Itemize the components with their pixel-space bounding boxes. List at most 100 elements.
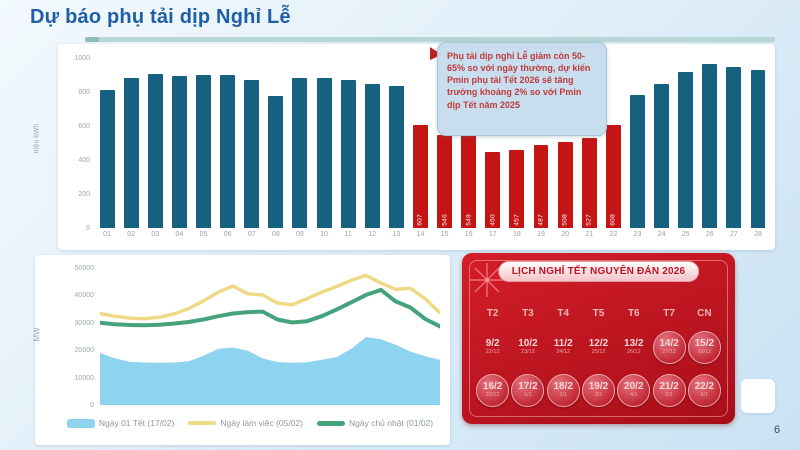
bar-day-09 bbox=[292, 78, 308, 228]
lunar-date: 1/1 bbox=[524, 392, 532, 399]
lunar-date: 23/12 bbox=[521, 349, 535, 356]
bar-x-tick-label: 13 bbox=[392, 231, 401, 238]
solar-date: 13/2 bbox=[624, 338, 644, 350]
bar-x-tick-label: 11 bbox=[344, 231, 352, 238]
legend-swatch-icon bbox=[317, 420, 345, 426]
calendar-holiday-date: 19/2 3/1 bbox=[581, 373, 615, 407]
bar-slot: 450 bbox=[481, 58, 505, 228]
lunar-date: 6/1 bbox=[700, 392, 709, 399]
lunar-date: 24/12 bbox=[556, 349, 571, 356]
y-tick-label: 600 bbox=[78, 123, 90, 130]
bar-value-label: 607 bbox=[416, 214, 424, 226]
bar-x-tick-label: 10 bbox=[320, 231, 328, 238]
calendar-title: LỊCH NGHỈ TẾT NGUYÊN ĐÁN 2026 bbox=[497, 261, 700, 282]
calendar-cell: 15/2 28/12 bbox=[687, 327, 722, 367]
bar-slot: 607 bbox=[408, 58, 432, 228]
bar-slot: 546 bbox=[433, 58, 457, 228]
bar-day-16: 549 bbox=[461, 134, 477, 228]
bar-day-07 bbox=[244, 80, 260, 228]
line-chart-legend: Ngày 01 Tết (17/02) Ngày làm việc (05/02)… bbox=[55, 418, 445, 428]
calendar-holiday-date: 14/2 27/12 bbox=[652, 330, 686, 364]
bar-x-tick-label: 21 bbox=[585, 231, 594, 238]
bar-slot: 549 bbox=[457, 58, 481, 228]
calendar-cell: 22/2 6/1 bbox=[687, 370, 722, 410]
bar-day-08 bbox=[268, 96, 284, 228]
bar-slot: 508 bbox=[553, 58, 577, 228]
line-chart-y-ticks: 0 10000 20000 30000 40000 50000 bbox=[52, 265, 94, 409]
bar-chart-y-axis-label: triệu kWh bbox=[33, 123, 41, 154]
solar-date: 11/2 bbox=[553, 338, 573, 350]
bar-chart-y-ticks: 0 200 400 600 800 1000 bbox=[60, 55, 90, 232]
calendar-cell: 9/2 22/12 bbox=[475, 327, 510, 367]
title-underline bbox=[85, 37, 775, 42]
bar-day-17: 450 bbox=[485, 151, 501, 228]
solar-date: 18/2 bbox=[553, 381, 573, 393]
bar-x-tick-label: 18 bbox=[513, 231, 521, 238]
bar-x-tick-label: 01 bbox=[103, 231, 111, 238]
bar-day-20: 508 bbox=[557, 141, 573, 228]
bar-slot bbox=[650, 58, 674, 228]
fireworks-icon bbox=[470, 263, 504, 297]
bar-slot bbox=[625, 58, 649, 228]
bar-slot bbox=[95, 58, 119, 228]
calendar-weekday: CN bbox=[697, 308, 712, 319]
bar-x-tick-label: 27 bbox=[730, 231, 738, 238]
bar-slot: 487 bbox=[529, 58, 553, 228]
solar-date: 15/2 bbox=[694, 338, 715, 350]
legend-swatch-icon bbox=[188, 421, 217, 425]
calendar-holiday-date: 21/2 5/1 bbox=[652, 373, 686, 407]
bar-day-01 bbox=[99, 89, 115, 228]
y-tick-label: 40000 bbox=[74, 292, 94, 300]
calendar-date: 12/2 25/12 bbox=[582, 331, 615, 364]
solar-date: 14/2 bbox=[659, 338, 679, 350]
series-0 bbox=[100, 337, 440, 405]
calendar-weekday: T5 bbox=[592, 308, 605, 319]
solar-date: 10/2 bbox=[518, 338, 538, 350]
legend-item-1: Ngày làm việc (05/02) bbox=[188, 418, 303, 428]
bar-value-label: 487 bbox=[537, 214, 545, 226]
y-tick-label: 200 bbox=[78, 191, 90, 198]
calendar-weekday: T2 bbox=[486, 308, 499, 319]
bar-plot: 607 546 549 450 457 487 508 527 608 bbox=[95, 58, 770, 228]
calendar-weekday: T4 bbox=[557, 308, 570, 319]
lunar-date: 26/12 bbox=[626, 349, 641, 356]
bar-x-tick-label: 14 bbox=[416, 231, 425, 238]
calendar-cell: 18/2 2/1 bbox=[546, 370, 581, 410]
solar-date: 17/2 bbox=[518, 381, 538, 393]
solar-date: 21/2 bbox=[659, 381, 679, 393]
series-1 bbox=[100, 273, 440, 321]
bar-x-tick-label: 04 bbox=[175, 231, 184, 238]
bar-value-label: 527 bbox=[585, 214, 593, 226]
bar-day-19: 487 bbox=[533, 145, 549, 228]
solar-date: 16/2 bbox=[482, 381, 503, 393]
lunar-date: 27/12 bbox=[662, 349, 676, 356]
bar-slot bbox=[264, 58, 288, 228]
calendar-cell: 21/2 5/1 bbox=[651, 370, 686, 410]
calendar-cell: 19/2 3/1 bbox=[581, 370, 616, 410]
bar-slot bbox=[360, 58, 384, 228]
bar-value-label: 450 bbox=[489, 214, 497, 226]
y-tick-label: 1000 bbox=[74, 55, 90, 62]
solar-date: 12/2 bbox=[588, 338, 609, 350]
calendar-holiday-date: 22/2 6/1 bbox=[687, 373, 721, 407]
bar-slot bbox=[143, 58, 167, 228]
bar-x-tick-label: 05 bbox=[199, 231, 208, 238]
lunar-date: 5/1 bbox=[665, 392, 673, 399]
bar-slot bbox=[336, 58, 360, 228]
bar-x-tick-label: 12 bbox=[368, 231, 377, 238]
bar-x-tick-label: 07 bbox=[247, 231, 256, 238]
legend-label: Ngày 01 Tết (17/02) bbox=[98, 418, 175, 428]
bar-day-04 bbox=[171, 76, 187, 228]
solar-date: 22/2 bbox=[694, 381, 715, 393]
calendar-row-1: 9/2 22/12 10/2 23/12 11/2 24/12 12/2 25/12 13/2 2… bbox=[475, 327, 722, 367]
bar-x-tick-label: 16 bbox=[464, 231, 473, 238]
calendar-weekday: T7 bbox=[663, 308, 675, 319]
calendar-holiday-date: 20/2 4/1 bbox=[617, 373, 651, 407]
bar-x-tick-label: 06 bbox=[223, 231, 232, 238]
decorative-square bbox=[741, 379, 775, 413]
bar-day-14: 607 bbox=[413, 124, 428, 228]
bar-day-15: 546 bbox=[437, 135, 453, 228]
bar-slot bbox=[312, 58, 336, 228]
y-tick-label: 30000 bbox=[74, 319, 94, 327]
bar-x-tick-label: 03 bbox=[151, 231, 160, 238]
